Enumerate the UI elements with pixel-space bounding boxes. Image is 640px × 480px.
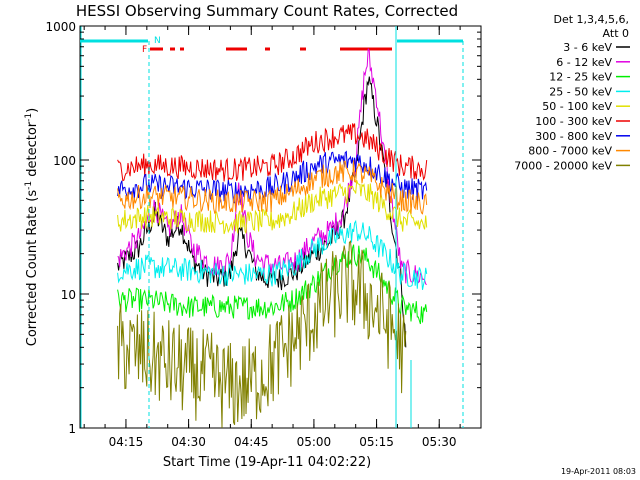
series-line-7: [117, 160, 428, 215]
series-line-2: [117, 244, 428, 325]
legend-label-7: 800 - 7000 keV: [528, 145, 612, 158]
chart-title: HESSI Observing Summary Count Rates, Cor…: [76, 2, 458, 20]
timestamp: 19-Apr-2011 08:03: [561, 467, 636, 476]
y-tick-label: 100: [53, 154, 76, 168]
flag-label-f: F: [142, 45, 147, 55]
series-line-0: [117, 76, 407, 348]
series-line-6: [117, 150, 428, 204]
attenuator-lines: [80, 26, 464, 428]
x-tick-label: 05:00: [297, 435, 332, 449]
x-axis: 04:15 04:30 04:45 05:00 05:15 05:30: [83, 26, 461, 449]
series-line-5: [117, 123, 428, 182]
y-tick-label: 1: [68, 422, 76, 436]
y-tick-label: 1000: [45, 20, 76, 34]
legend-label-2: 12 - 25 keV: [549, 71, 612, 84]
legend-label-1: 6 - 12 keV: [556, 56, 612, 69]
series-line-8: [117, 240, 407, 428]
series-line-3: [117, 219, 428, 290]
legend-label-6: 300 - 800 keV: [535, 130, 612, 143]
legend-label-3: 25 - 50 keV: [549, 85, 612, 98]
x-tick-label: 04:15: [109, 435, 144, 449]
x-tick-label: 05:30: [422, 435, 457, 449]
flags-bar: FN: [142, 36, 392, 55]
x-axis-label: Start Time (19-Apr-11 04:02:22): [163, 455, 371, 470]
x-tick-label: 05:15: [359, 435, 394, 449]
legend-label-0: 3 - 6 keV: [563, 41, 612, 54]
legend-header-2: Att 0: [603, 27, 629, 40]
x-tick-label: 04:45: [234, 435, 269, 449]
series-line-1: [117, 48, 427, 286]
y-tick-label: 10: [61, 288, 76, 302]
legend-header-1: Det 1,3,4,5,6,: [553, 13, 629, 26]
y-axis-label: Corrected Count Rate (s-1 detector-1): [24, 108, 40, 346]
series-group: [117, 48, 428, 428]
legend: Det 1,3,4,5,6, Att 0 3 - 6 keV 6 - 12 keV…: [514, 13, 630, 172]
y-axis: 1 10 100 1000: [45, 20, 481, 436]
plot-frame: [79, 25, 482, 429]
series-line-4: [117, 180, 428, 235]
legend-label-4: 50 - 100 keV: [542, 100, 612, 113]
legend-label-5: 100 - 300 keV: [535, 115, 612, 128]
legend-label-8: 7000 - 20000 keV: [514, 159, 612, 172]
flag-label-n: N: [154, 36, 161, 46]
x-tick-label: 04:30: [171, 435, 206, 449]
